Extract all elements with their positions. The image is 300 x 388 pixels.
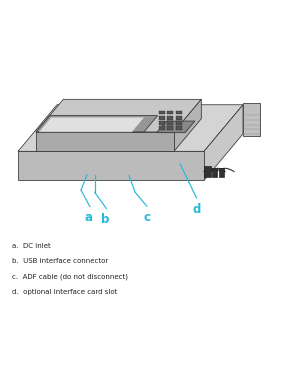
Polygon shape — [18, 105, 243, 151]
Bar — [204, 166, 211, 177]
Polygon shape — [157, 121, 195, 133]
Polygon shape — [36, 116, 158, 132]
Text: c.  ADF cable (do not disconnect): c. ADF cable (do not disconnect) — [12, 274, 128, 280]
Polygon shape — [18, 151, 204, 180]
Bar — [159, 126, 165, 130]
Polygon shape — [174, 99, 201, 151]
Bar — [167, 111, 173, 114]
Bar — [176, 126, 182, 130]
Polygon shape — [39, 117, 144, 132]
Text: d.  optional interface card slot: d. optional interface card slot — [12, 289, 117, 295]
Text: b.  USB interface connector: b. USB interface connector — [12, 258, 108, 264]
Text: a.  DC inlet: a. DC inlet — [12, 242, 51, 248]
Bar — [159, 111, 165, 114]
Bar — [212, 168, 217, 177]
Polygon shape — [36, 132, 174, 151]
Text: a: a — [85, 211, 92, 225]
Bar — [176, 111, 182, 114]
Text: c: c — [143, 211, 151, 225]
Bar — [176, 121, 182, 125]
Bar — [167, 116, 173, 120]
Bar — [167, 126, 173, 130]
Bar — [167, 121, 173, 125]
Text: b: b — [101, 213, 110, 227]
Polygon shape — [243, 103, 260, 136]
Bar — [159, 116, 165, 120]
Text: d: d — [192, 203, 201, 216]
Bar — [176, 116, 182, 120]
Bar — [159, 121, 165, 125]
Bar — [219, 168, 224, 177]
Polygon shape — [36, 99, 201, 132]
Polygon shape — [204, 105, 243, 180]
